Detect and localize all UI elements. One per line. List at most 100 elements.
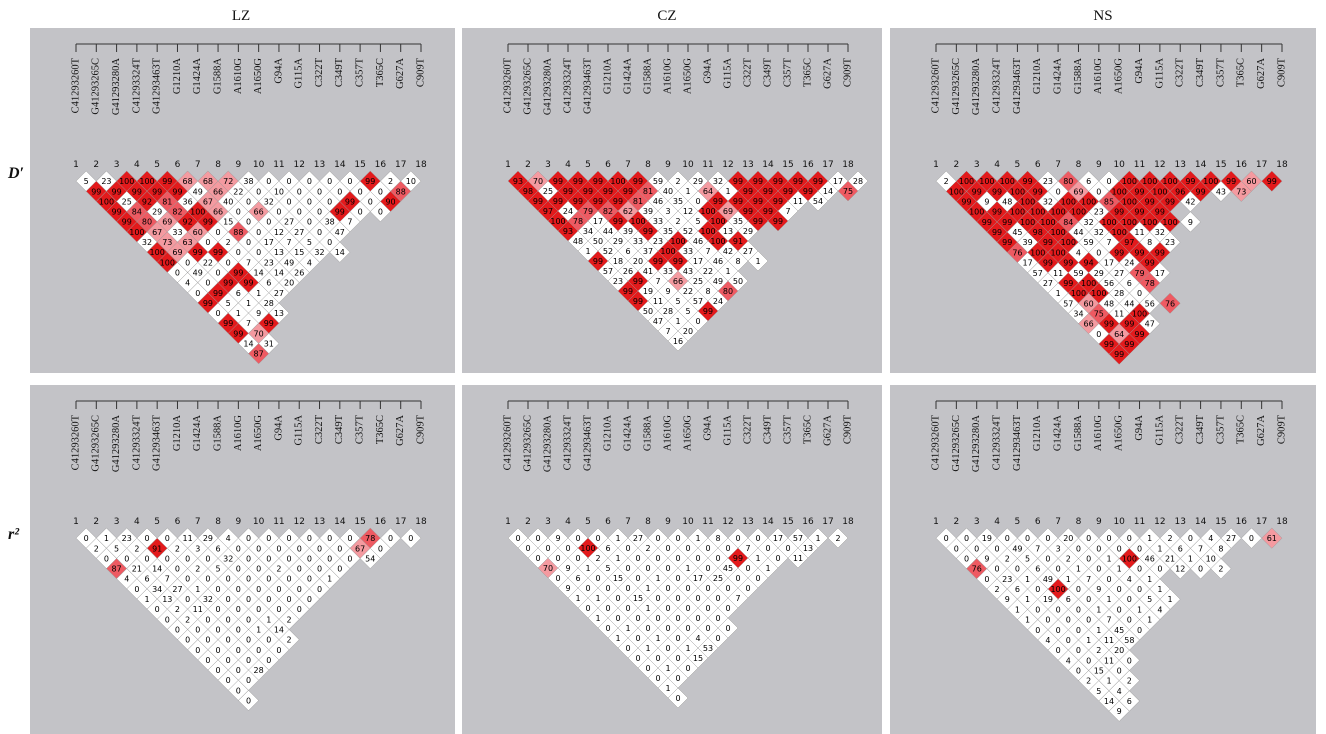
marker-number: 18 (1276, 160, 1288, 170)
ld-cell-value: 29 (1094, 269, 1104, 278)
marker-label: G1424A (1053, 415, 1064, 452)
ld-cell-value: 8 (715, 534, 720, 543)
marker-label: G41293265C (522, 415, 533, 472)
ld-cell-value: 17 (1104, 259, 1114, 268)
marker-number: 4 (565, 160, 571, 170)
ld-cell-value: 0 (535, 534, 540, 543)
marker-number: 9 (235, 517, 241, 527)
ld-cell-value: 99 (1134, 208, 1144, 217)
marker-number: 2 (953, 517, 959, 527)
ld-cell-value: 0 (1056, 626, 1061, 635)
ld-cell-value: 0 (307, 575, 312, 584)
ld-cell-value: 1 (1025, 575, 1030, 584)
ld-cell-value: 24 (1124, 259, 1134, 268)
ld-cell-value: 0 (236, 585, 241, 594)
marker-number: 10 (253, 160, 265, 170)
ld-cell-value: 0 (266, 575, 271, 584)
ld-cell-value: 99 (1226, 177, 1236, 186)
ld-cell-value: 14 (1104, 697, 1114, 706)
ld-cell-value: 0 (317, 208, 322, 217)
ld-cell-value: 15 (294, 248, 304, 257)
ld-cell-value: 0 (685, 584, 690, 593)
marker-label: G41293463T (582, 414, 593, 471)
ld-cell-value: 98 (523, 187, 533, 196)
ld-cell-value: 2 (1096, 646, 1101, 655)
ld-cell (248, 343, 270, 365)
ld-cell-value: 0 (675, 674, 680, 683)
marker-label: G94A (702, 415, 713, 441)
ld-cell-value: 1 (725, 267, 730, 276)
ld-cell-value: 7 (246, 258, 251, 267)
ld-cell-value: 0 (625, 584, 630, 593)
ld-cell-value: 0 (675, 554, 680, 563)
marker-number: 2 (525, 517, 531, 527)
ld-cell-value: 19 (643, 287, 653, 296)
ld-cell-value: 39 (1022, 238, 1032, 247)
ld-cell-value: 9 (665, 287, 670, 296)
marker-number: 18 (415, 517, 427, 527)
ld-cell-value: 47 (653, 317, 663, 326)
ld-panel-1: C41293260T 1 G41293265C 2 G41293280A 3 C412933… (462, 28, 882, 373)
ld-cell-value: 34 (583, 227, 593, 236)
ld-cell-value: 0 (287, 197, 292, 206)
ld-cell-value: 5 (685, 307, 690, 316)
ld-cell-value: 2 (645, 544, 650, 553)
ld-cell-value: 36 (183, 197, 193, 206)
ld-cell-value: 99 (365, 177, 375, 186)
marker-number: 2 (953, 160, 959, 170)
ld-cell-value: 26 (294, 268, 304, 277)
ld-cell-value: 21 (132, 565, 142, 574)
ld-cell-value: 0 (984, 575, 989, 584)
marker-label: A1650G (682, 415, 693, 452)
ld-cell-value: 66 (213, 208, 223, 217)
ld-cell-value: 99 (803, 187, 813, 196)
marker-label: C41293324T (991, 414, 1002, 470)
ld-cell-value: 99 (1165, 198, 1175, 207)
ld-cell-value: 100 (660, 247, 675, 256)
ld-cell-value: 50 (593, 237, 603, 246)
ld-cell-value: 0 (216, 309, 221, 318)
ld-cell-value: 0 (216, 585, 221, 594)
ld-cell-value: 48 (1104, 299, 1114, 308)
ld-cell-value: 0 (216, 646, 221, 655)
marker-label: C41293324T (991, 57, 1002, 113)
ld-cell-value: 1 (1117, 565, 1122, 574)
marker-number: 13 (742, 517, 753, 527)
marker-number: 2 (93, 517, 99, 527)
ld-cell-value: 99 (992, 187, 1002, 196)
ld-cell-value: 100 (1040, 218, 1055, 227)
ld-cell-value: 4 (307, 258, 312, 267)
ld-cell-value: 49 (193, 187, 203, 196)
ld-cell-value: 0 (1056, 565, 1061, 574)
ld-cell-value: 27 (294, 228, 304, 237)
marker-number: 12 (1154, 517, 1165, 527)
ld-cell-value: 0 (1086, 555, 1091, 564)
ld-cell-value: 1 (725, 187, 730, 196)
ld-cell-value: 8 (735, 257, 740, 266)
ld-cell-value: 99 (1134, 330, 1144, 339)
ld-cell-value: 1 (1096, 605, 1101, 614)
ld-cell-value: 87 (111, 565, 121, 574)
ld-cell-value: 48 (1002, 198, 1012, 207)
ld-cell-value: 62 (623, 207, 633, 216)
ld-cell-value: 5 (1025, 555, 1030, 564)
ld-cell-value: 0 (297, 544, 302, 553)
ld-cell-value: 0 (134, 585, 139, 594)
ld-cell (1240, 527, 1263, 549)
marker-label: A1610G (1093, 415, 1104, 452)
ld-cell-value: 44 (1073, 228, 1083, 237)
ld-cell-value: 0 (246, 534, 251, 543)
ld-cell-value: 6 (625, 247, 630, 256)
marker-number: 4 (994, 517, 1000, 527)
ld-cell-value: 45 (1012, 228, 1022, 237)
ld-cell-value: 0 (1188, 534, 1193, 543)
ld-cell-value: 9 (984, 555, 989, 564)
ld-cell-value: 0 (1086, 616, 1091, 625)
ld-cell-value: 32 (223, 554, 233, 563)
ld-cell-value: 0 (185, 636, 190, 645)
ld-cell-value: 28 (254, 666, 264, 675)
ld-cell-value: 0 (185, 595, 190, 604)
ld-cell-value: 66 (254, 208, 264, 217)
ld-cell-value: 3 (1056, 544, 1061, 553)
ld-cell-value: 0 (317, 565, 322, 574)
